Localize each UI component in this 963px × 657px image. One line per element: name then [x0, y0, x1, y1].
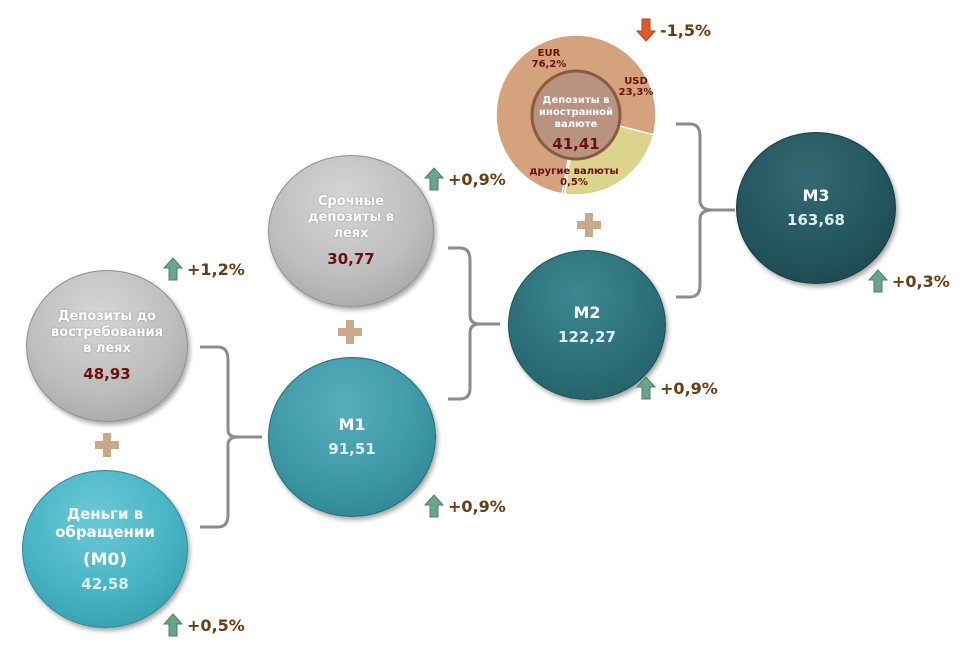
node-label: в леях — [83, 341, 131, 356]
foreign-deposits-center: Депозиты в иностранной валюте 41,41 — [530, 78, 622, 170]
node-value: 30,77 — [327, 250, 375, 268]
change-value: -1,5% — [660, 20, 712, 40]
node-value: 42,58 — [81, 575, 129, 593]
change-value: +0,9% — [448, 496, 506, 516]
slice-label-usd: USD 23,3% — [614, 76, 658, 98]
node-value: 91,51 — [328, 440, 376, 458]
slice-name: другие валюты — [529, 166, 619, 177]
change-m2: +0,9% — [636, 376, 718, 400]
m1-node: M1 91,51 — [268, 357, 436, 517]
slice-value: 23,3% — [618, 87, 654, 98]
m2-node: M2 122,27 — [508, 250, 666, 400]
down-arrow-icon — [636, 18, 656, 42]
node-code: (M0) — [82, 550, 128, 570]
foreign-currency-donut — [495, 34, 657, 196]
slice-value: 76,2% — [531, 59, 567, 70]
plus-icon — [577, 213, 601, 237]
node-label: иностранной — [538, 107, 614, 118]
bracket-m3 — [676, 122, 735, 299]
up-arrow-icon — [636, 376, 656, 400]
change-value: +0,9% — [448, 169, 506, 189]
plus-icon — [338, 320, 362, 344]
slice-label-other: другие валюты 0,5% — [524, 166, 624, 188]
change-m0: +0,5% — [163, 613, 245, 637]
slice-value: 0,5% — [560, 177, 588, 188]
term-deposits-node: Срочные депозиты в леях 30,77 — [268, 155, 434, 307]
node-value: 48,93 — [83, 365, 131, 383]
change-value: +0,3% — [892, 271, 950, 291]
node-label: M2 — [573, 303, 601, 322]
node-value: 122,27 — [558, 328, 616, 346]
m3-node: M3 163,68 — [736, 132, 896, 284]
change-m1: +0,9% — [424, 494, 506, 518]
plus-icon — [95, 433, 119, 457]
up-arrow-icon — [424, 494, 444, 518]
up-arrow-icon — [424, 167, 444, 191]
change-value: +1,2% — [187, 259, 245, 279]
node-label: Депозиты до — [57, 309, 157, 324]
bracket-m1 — [200, 345, 262, 529]
demand-deposits-node: Депозиты до востребования в леях 48,93 — [26, 270, 188, 422]
change-demand: +1,2% — [163, 257, 245, 281]
node-value: 41,41 — [552, 135, 600, 153]
node-label: валюте — [554, 119, 598, 130]
change-term: +0,9% — [424, 167, 506, 191]
node-label: леях — [333, 226, 369, 241]
up-arrow-icon — [163, 257, 183, 281]
slice-name: USD — [624, 76, 648, 87]
node-label: M3 — [802, 186, 830, 205]
node-label: востребования — [51, 325, 163, 340]
donut-center-disc — [530, 69, 622, 161]
node-value: 163,68 — [787, 211, 845, 229]
node-label: Деньги в — [66, 505, 144, 523]
node-label: депозиты в — [308, 210, 394, 225]
change-foreign: -1,5% — [636, 18, 711, 42]
slice-label-eur: EUR 76,2% — [524, 48, 574, 70]
up-arrow-icon — [868, 269, 888, 293]
change-value: +0,5% — [187, 615, 245, 635]
node-label: M1 — [338, 415, 366, 434]
slice-name: EUR — [537, 48, 561, 59]
m0-node: Деньги в обращении (M0) 42,58 — [22, 470, 188, 628]
bracket-m2 — [448, 246, 500, 401]
node-label: Депозиты в — [542, 95, 610, 106]
node-label: Срочные — [317, 194, 385, 209]
up-arrow-icon — [163, 613, 183, 637]
change-m3: +0,3% — [868, 269, 950, 293]
change-value: +0,9% — [660, 378, 718, 398]
node-label: обращении — [55, 523, 155, 541]
